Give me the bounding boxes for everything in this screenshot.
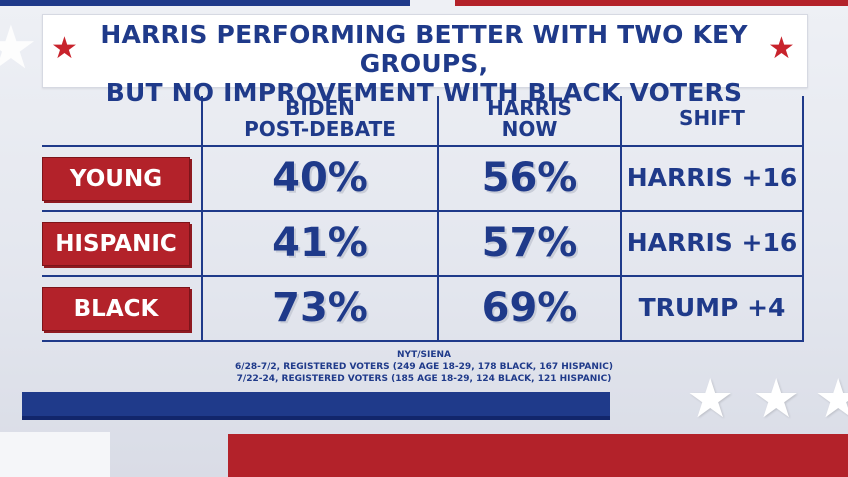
cell-shift-hispanic: HARRIS +16: [626, 228, 798, 257]
column-header-biden: BIDEN POST-DEBATE: [203, 98, 437, 140]
cell-shift-young: HARRIS +16: [626, 163, 798, 192]
left-decorative-star-icon: ★: [0, 13, 38, 83]
column-header-biden-line1: BIDEN: [285, 96, 355, 120]
bottom-decorative-star-icon-3: ★: [814, 367, 848, 430]
title-line-2: BUT NO IMPROVEMENT WITH BLACK VOTERS: [105, 78, 743, 107]
column-header-harris: HARRIS NOW: [439, 98, 620, 140]
source-line-3: 7/22-24, REGISTERED VOTERS (185 AGE 18-2…: [236, 374, 612, 384]
cell-biden-young: 40%: [272, 155, 368, 201]
page-title: HARRIS PERFORMING BETTER WITH TWO KEY GR…: [42, 20, 806, 107]
column-header-biden-line2: POST-DEBATE: [244, 117, 396, 141]
column-header-harris-line2: NOW: [501, 117, 558, 141]
grid-vline-4: [802, 96, 804, 342]
bottom-decorative-star-icon-2: ★: [752, 367, 801, 430]
grid-vline-1: [201, 96, 203, 342]
grid-hline-3: [42, 275, 804, 277]
grid-vline-2: [437, 96, 439, 342]
title-right-star-icon: ★: [768, 31, 795, 66]
bottom-blue-bar: [22, 392, 610, 419]
title-line-1: HARRIS PERFORMING BETTER WITH TWO KEY GR…: [100, 20, 748, 78]
title-panel: [42, 14, 808, 88]
bottom-blue-bar-shadow: [22, 416, 610, 420]
column-header-harris-line1: HARRIS: [487, 96, 572, 120]
cell-harris-young: 56%: [481, 155, 578, 201]
grid-hline-1: [42, 145, 804, 147]
row-label-black: BLACK: [42, 287, 190, 331]
cell-shift-black: TRUMP +4: [638, 293, 786, 322]
cell-biden-hispanic: 41%: [272, 220, 368, 266]
row-label-hispanic: HISPANIC: [42, 222, 190, 266]
grid-hline-4: [42, 340, 804, 342]
bottom-white-block: [0, 432, 110, 477]
source-line-2: 6/28-7/2, REGISTERED VOTERS (249 AGE 18-…: [235, 362, 613, 372]
grid-hline-2: [42, 210, 804, 212]
cell-harris-black: 69%: [481, 285, 578, 331]
top-red-stripe: [455, 0, 848, 6]
grid-vline-3: [620, 96, 622, 342]
bottom-decorative-star-icon-1: ★: [686, 367, 735, 430]
top-blue-stripe: [0, 0, 410, 6]
title-left-star-icon: ★: [51, 31, 78, 66]
source-line-1: NYT/SIENA: [397, 350, 451, 360]
column-header-shift: SHIFT: [679, 106, 745, 130]
row-label-young: YOUNG: [42, 157, 190, 201]
bottom-red-bar: [228, 434, 848, 477]
cell-harris-hispanic: 57%: [481, 220, 578, 266]
cell-biden-black: 73%: [272, 285, 368, 331]
